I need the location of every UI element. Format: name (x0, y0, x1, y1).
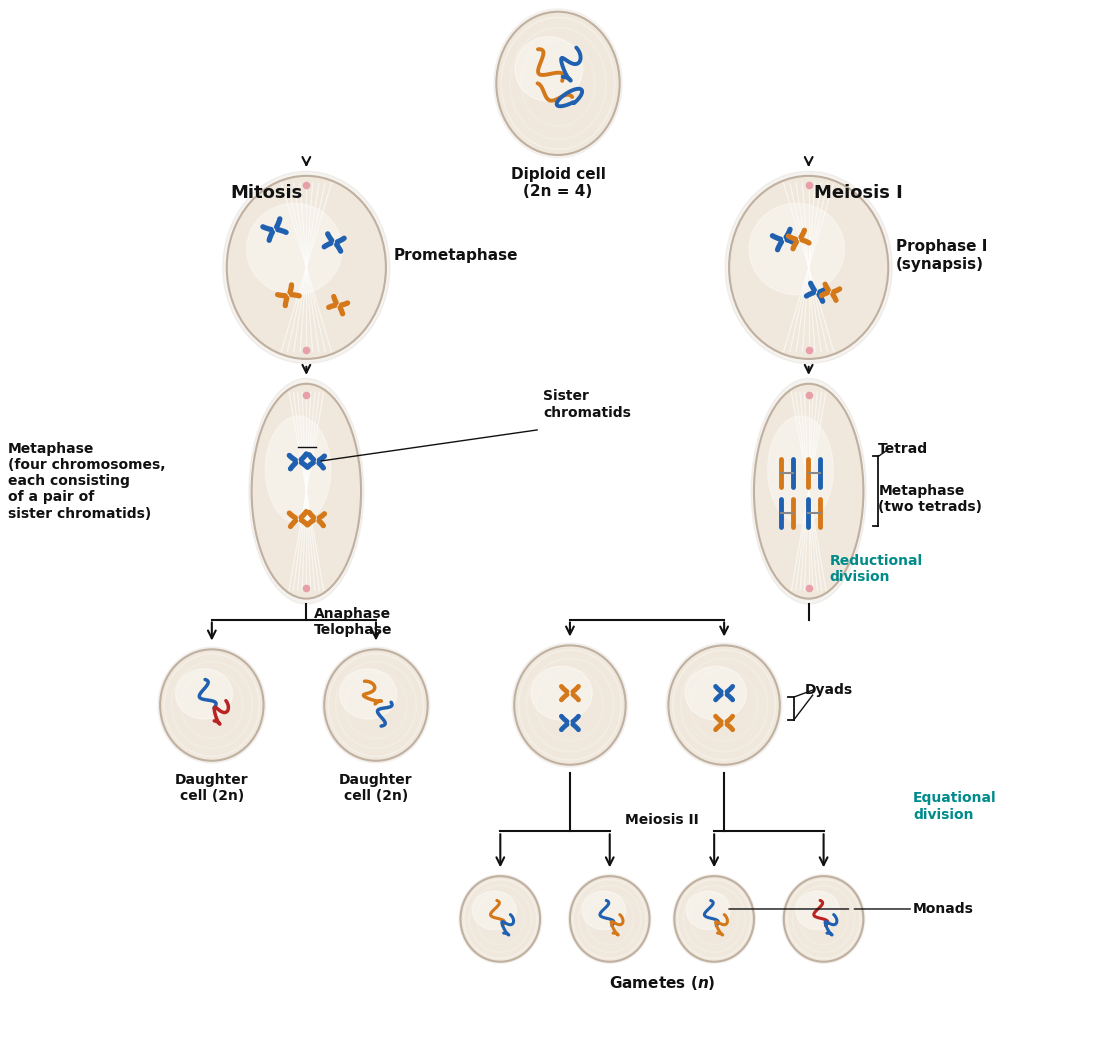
Ellipse shape (472, 891, 516, 929)
Ellipse shape (668, 645, 780, 765)
Text: Diploid cell
(2n = 4): Diploid cell (2n = 4) (510, 167, 605, 200)
Ellipse shape (754, 383, 863, 599)
Ellipse shape (160, 649, 264, 760)
Text: Daughter
cell (2n): Daughter cell (2n) (340, 773, 413, 803)
Ellipse shape (460, 876, 541, 962)
Ellipse shape (685, 666, 746, 720)
Ellipse shape (729, 176, 888, 359)
Text: Meiosis II: Meiosis II (626, 813, 699, 828)
Text: Prophase I
(synapsis): Prophase I (synapsis) (896, 240, 987, 271)
Ellipse shape (512, 643, 628, 767)
Ellipse shape (672, 874, 755, 963)
Ellipse shape (767, 416, 833, 524)
Text: Gametes ($\bfit{n}$): Gametes ($\bfit{n}$) (609, 974, 715, 992)
Ellipse shape (324, 649, 428, 760)
Ellipse shape (725, 171, 892, 363)
Ellipse shape (175, 668, 232, 719)
Ellipse shape (222, 171, 390, 363)
Ellipse shape (340, 668, 397, 719)
Ellipse shape (515, 37, 583, 101)
Text: Metaphase
(two tetrads): Metaphase (two tetrads) (878, 484, 982, 514)
Text: Anaphase
Telophase: Anaphase Telophase (314, 606, 393, 637)
Ellipse shape (157, 647, 266, 763)
Ellipse shape (531, 666, 592, 720)
Ellipse shape (782, 874, 865, 963)
Text: Meiosis I: Meiosis I (814, 184, 903, 202)
Ellipse shape (494, 8, 622, 157)
Text: Mitosis: Mitosis (230, 184, 303, 202)
Ellipse shape (227, 176, 385, 359)
Ellipse shape (752, 378, 866, 604)
Ellipse shape (251, 383, 361, 599)
Ellipse shape (459, 874, 542, 963)
Text: Prometaphase: Prometaphase (394, 248, 518, 263)
Ellipse shape (249, 378, 364, 604)
Ellipse shape (784, 876, 863, 962)
Text: Metaphase
(four chromosomes,
each consisting
of a pair of
sister chromatids): Metaphase (four chromosomes, each consis… (8, 441, 165, 521)
Ellipse shape (569, 874, 651, 963)
Text: Tetrad: Tetrad (878, 442, 928, 456)
Ellipse shape (322, 647, 430, 763)
Ellipse shape (675, 876, 754, 962)
Text: Dyads: Dyads (804, 683, 852, 697)
Text: Daughter
cell (2n): Daughter cell (2n) (175, 773, 249, 803)
Ellipse shape (496, 12, 620, 155)
Text: Reductional
division: Reductional division (830, 553, 923, 584)
Ellipse shape (266, 416, 331, 524)
Ellipse shape (795, 891, 840, 929)
Ellipse shape (750, 204, 844, 295)
Ellipse shape (570, 876, 649, 962)
Ellipse shape (514, 645, 626, 765)
Ellipse shape (666, 643, 782, 767)
Ellipse shape (582, 891, 626, 929)
Ellipse shape (247, 204, 342, 295)
Ellipse shape (686, 891, 731, 929)
Text: Monads: Monads (913, 902, 974, 916)
Text: Equational
division: Equational division (913, 791, 996, 822)
Text: Sister
chromatids: Sister chromatids (543, 390, 631, 419)
